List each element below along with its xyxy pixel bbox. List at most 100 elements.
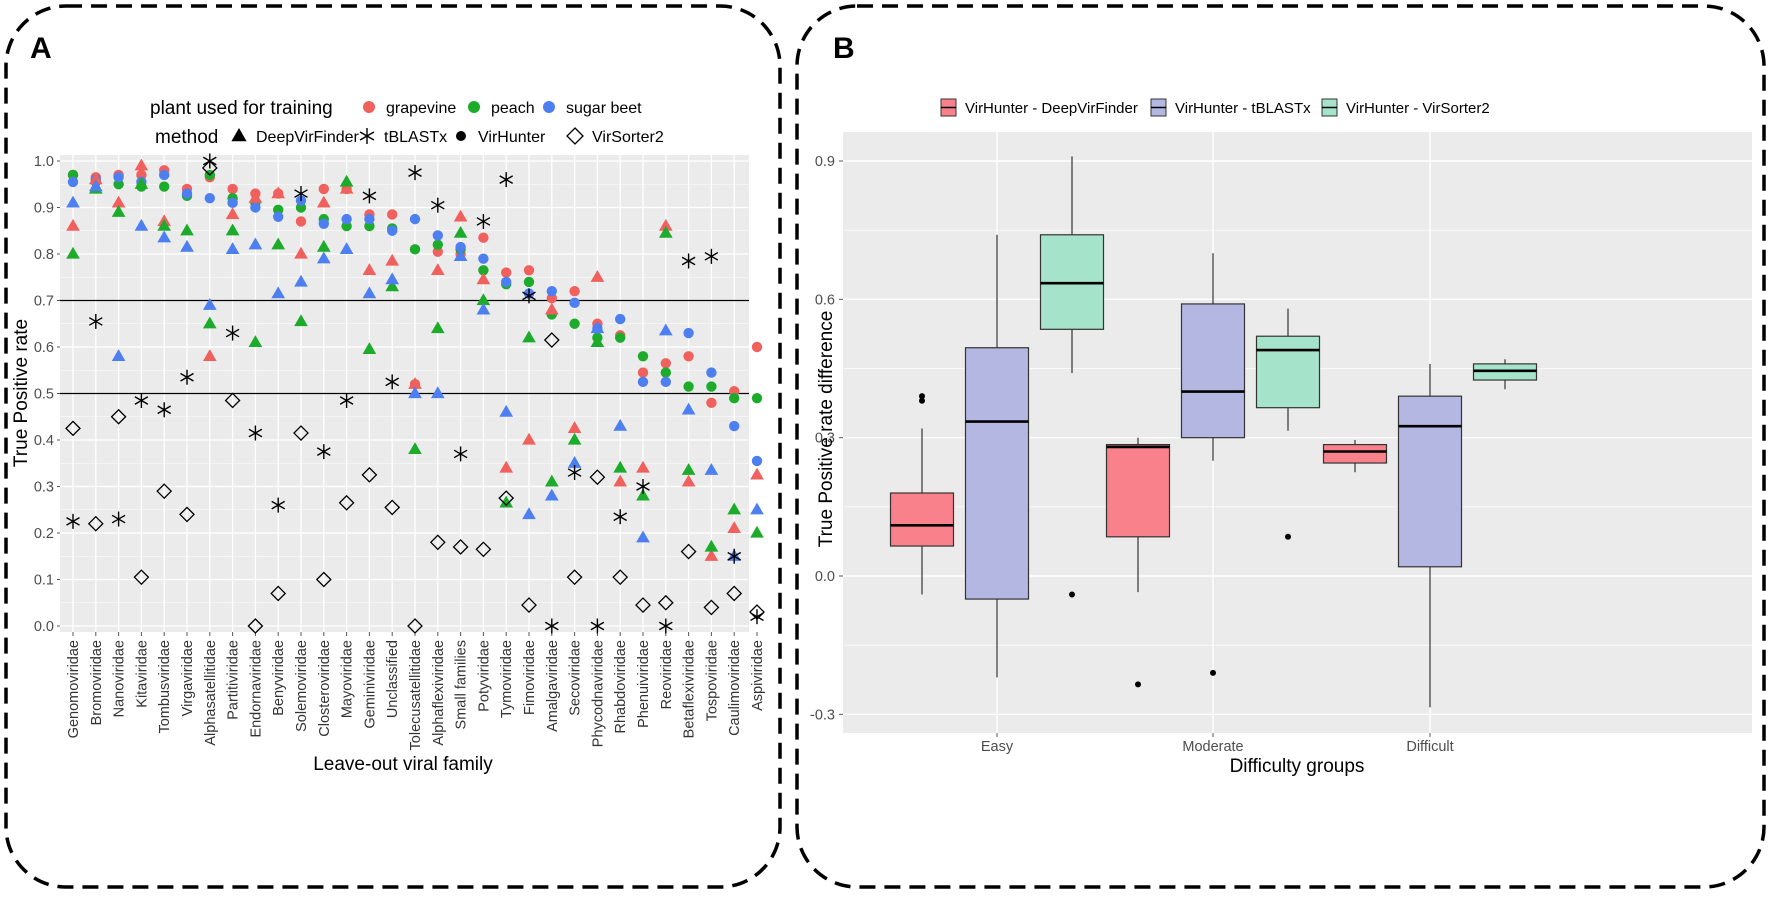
deepvirfinder-point (430, 386, 445, 399)
tblastx-point (750, 609, 764, 625)
legend-a-color-key (543, 101, 555, 113)
tblastx-point-stroke (590, 621, 605, 631)
x-tick-label-a: Solemoviridae (294, 640, 310, 732)
box-iqr (1397, 395, 1463, 568)
deepvirfinder-point (225, 207, 240, 220)
tblastx-point-stroke (362, 191, 377, 201)
deepvirfinder-point (362, 342, 377, 355)
box-easy (964, 234, 1030, 678)
legend-b-label: VirHunter - VirSorter2 (1346, 100, 1490, 117)
box-iqr (964, 347, 1030, 600)
deepvirfinder-point (544, 488, 559, 501)
deepvirfinder-point (225, 223, 240, 236)
deepvirfinder-point (636, 460, 650, 473)
tblastx-point (727, 548, 742, 564)
virhunter-point (159, 169, 170, 181)
box-outlier (919, 397, 925, 404)
deepvirfinder-point (248, 191, 263, 203)
x-tick-label-a: Closteroviridae (317, 640, 333, 737)
virsorter2-point (110, 408, 127, 425)
tblastx-point (590, 618, 605, 634)
legend-a-color-label: sugar beet (566, 100, 642, 117)
deepvirfinder-point (658, 323, 673, 336)
tblastx-point-stroke (613, 512, 628, 522)
tblastx-point-stroke (180, 372, 194, 382)
virsorter2-point (361, 466, 378, 483)
virhunter-point (455, 241, 466, 253)
x-tick-label-a: Genomoviridae (66, 640, 82, 738)
box-difficult (1322, 439, 1388, 473)
x-tick-label-a: Phycodnaviridae (590, 640, 606, 747)
virhunter-point (387, 225, 398, 236)
y-tick-label-a: 0.2 (34, 526, 54, 542)
virhunter-point (501, 267, 512, 278)
chart-a: plant used for training method grapevine… (11, 98, 766, 775)
deepvirfinder-point (613, 474, 628, 487)
deepvirfinder-point (316, 195, 331, 208)
deepvirfinder-point (339, 181, 354, 194)
deepvirfinder-point (499, 495, 514, 508)
deepvirfinder-point (271, 186, 286, 199)
tblastx-point-stroke (636, 482, 650, 491)
y-tick-label-a: 0.0 (34, 619, 54, 635)
deepvirfinder-point (499, 460, 514, 473)
virhunter-point (478, 265, 489, 276)
deepvirfinder-point (157, 218, 172, 231)
deepvirfinder-point (202, 316, 217, 329)
deepvirfinder-point (408, 377, 422, 389)
deepvirfinder-point (681, 474, 696, 487)
legend-a-shape-label: DeepVirFinder (256, 129, 360, 146)
tblastx-point (408, 165, 422, 181)
deepvirfinder-point (704, 463, 719, 475)
deepvirfinder-point (362, 286, 377, 299)
deepvirfinder-point (134, 158, 149, 171)
x-tick-label-a: Unclassified (385, 640, 401, 718)
deepvirfinder-point (430, 321, 445, 334)
virsorter2-point (452, 539, 469, 555)
virhunter-point (227, 197, 238, 209)
virhunter-point (751, 455, 763, 467)
deepvirfinder-point (248, 335, 263, 348)
virhunter-point (706, 367, 717, 378)
legend-b-key (1150, 98, 1167, 117)
legend-a-shape-title: method (155, 127, 218, 148)
box-iqr (1180, 303, 1246, 439)
deepvirfinder-point (613, 460, 628, 473)
virhunter-point (523, 276, 535, 288)
y-tick-label-b: 0.6 (815, 292, 835, 308)
deepvirfinder-point (750, 502, 764, 515)
virhunter-point (637, 376, 649, 388)
virsorter2-point (680, 543, 697, 560)
legend-a-shape-label: VirHunter (478, 129, 546, 146)
tblastx-point-stroke (681, 256, 696, 266)
deepvirfinder-point (225, 242, 240, 255)
deepvirfinder-point (522, 330, 536, 343)
x-tick-label-b: Moderate (1182, 739, 1243, 755)
deepvirfinder-point (202, 297, 217, 310)
series-a-deepvirfinder-sugar-beet (66, 179, 764, 561)
tblastx-point-stroke (225, 328, 240, 338)
panel-a-frame (4, 4, 782, 889)
virhunter-point (273, 211, 284, 222)
deepvirfinder-point (111, 204, 126, 217)
series-a-deepvirfinder-grapevine (66, 158, 764, 561)
deepvirfinder-point (476, 293, 491, 306)
box-outlier (1069, 591, 1075, 598)
tblastx-point-stroke (522, 291, 536, 301)
tblastx-point-stroke (316, 447, 331, 456)
virsorter2-point (315, 571, 332, 588)
series-b-3 (1039, 156, 1538, 598)
x-tick-label-a: Mayoviridae (340, 640, 356, 718)
legend-a-color-title: plant used for training (150, 98, 333, 119)
deepvirfinder-point (704, 539, 719, 552)
tblastx-point (658, 618, 673, 634)
y-tick-label-a: 0.4 (34, 433, 54, 449)
deepvirfinder-point (385, 279, 400, 292)
virsorter2-point (224, 392, 241, 409)
x-tick-label-a: Reoviridae (659, 640, 675, 709)
virhunter-point (181, 188, 193, 199)
x-tick-label-a: Tospoviridae (704, 640, 720, 721)
chart-b: -0.3 0.0 0.3 0.6 0.9 Easy Moderate Difficult Tru… (810, 98, 1752, 777)
virsorter2-point (65, 420, 81, 437)
